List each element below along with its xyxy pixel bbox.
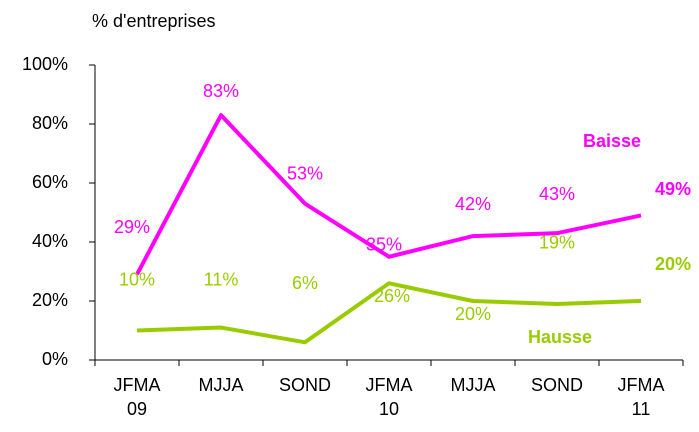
y-tick-label: 60% [32, 172, 68, 192]
data-label: 11% [204, 269, 239, 289]
data-label: 20% [455, 304, 491, 324]
x-tick-label: 10 [379, 399, 399, 419]
x-tick-label: 09 [127, 399, 147, 419]
data-label: 35% [366, 235, 402, 255]
x-tick-label: JFMA [366, 375, 413, 395]
data-label: 19% [539, 233, 575, 253]
data-label: 49% [655, 179, 691, 199]
y-tick-label: 20% [32, 290, 68, 310]
y-tick-label: 0% [42, 349, 68, 369]
data-label: 20% [655, 254, 691, 274]
series-line [136, 281, 642, 345]
x-tick-label: JFMA [618, 375, 665, 395]
legend-label: Hausse [528, 327, 592, 347]
data-label: 53% [287, 163, 323, 183]
series-line [135, 113, 642, 276]
data-label: 83% [203, 81, 239, 101]
y-axis-label: % d'entreprises [92, 11, 216, 31]
data-label: 6% [292, 273, 318, 293]
x-tick-label: SOND [279, 375, 331, 395]
y-tick-label: 100% [22, 54, 68, 74]
legend-label: Baisse [583, 131, 641, 151]
data-label: 10% [119, 269, 155, 289]
x-tick-label: MJJA [451, 375, 496, 395]
data-label: 26% [374, 286, 410, 306]
x-tick-label: SOND [531, 375, 583, 395]
data-label: 43% [539, 184, 575, 204]
x-tick-label: 11 [632, 399, 651, 419]
x-tick-label: JFMA [114, 375, 161, 395]
data-label: 42% [455, 194, 491, 214]
x-tick-label: MJJA [199, 375, 244, 395]
data-label: 29% [114, 217, 150, 237]
y-tick-label: 40% [32, 231, 68, 251]
y-tick-label: 80% [32, 113, 68, 133]
